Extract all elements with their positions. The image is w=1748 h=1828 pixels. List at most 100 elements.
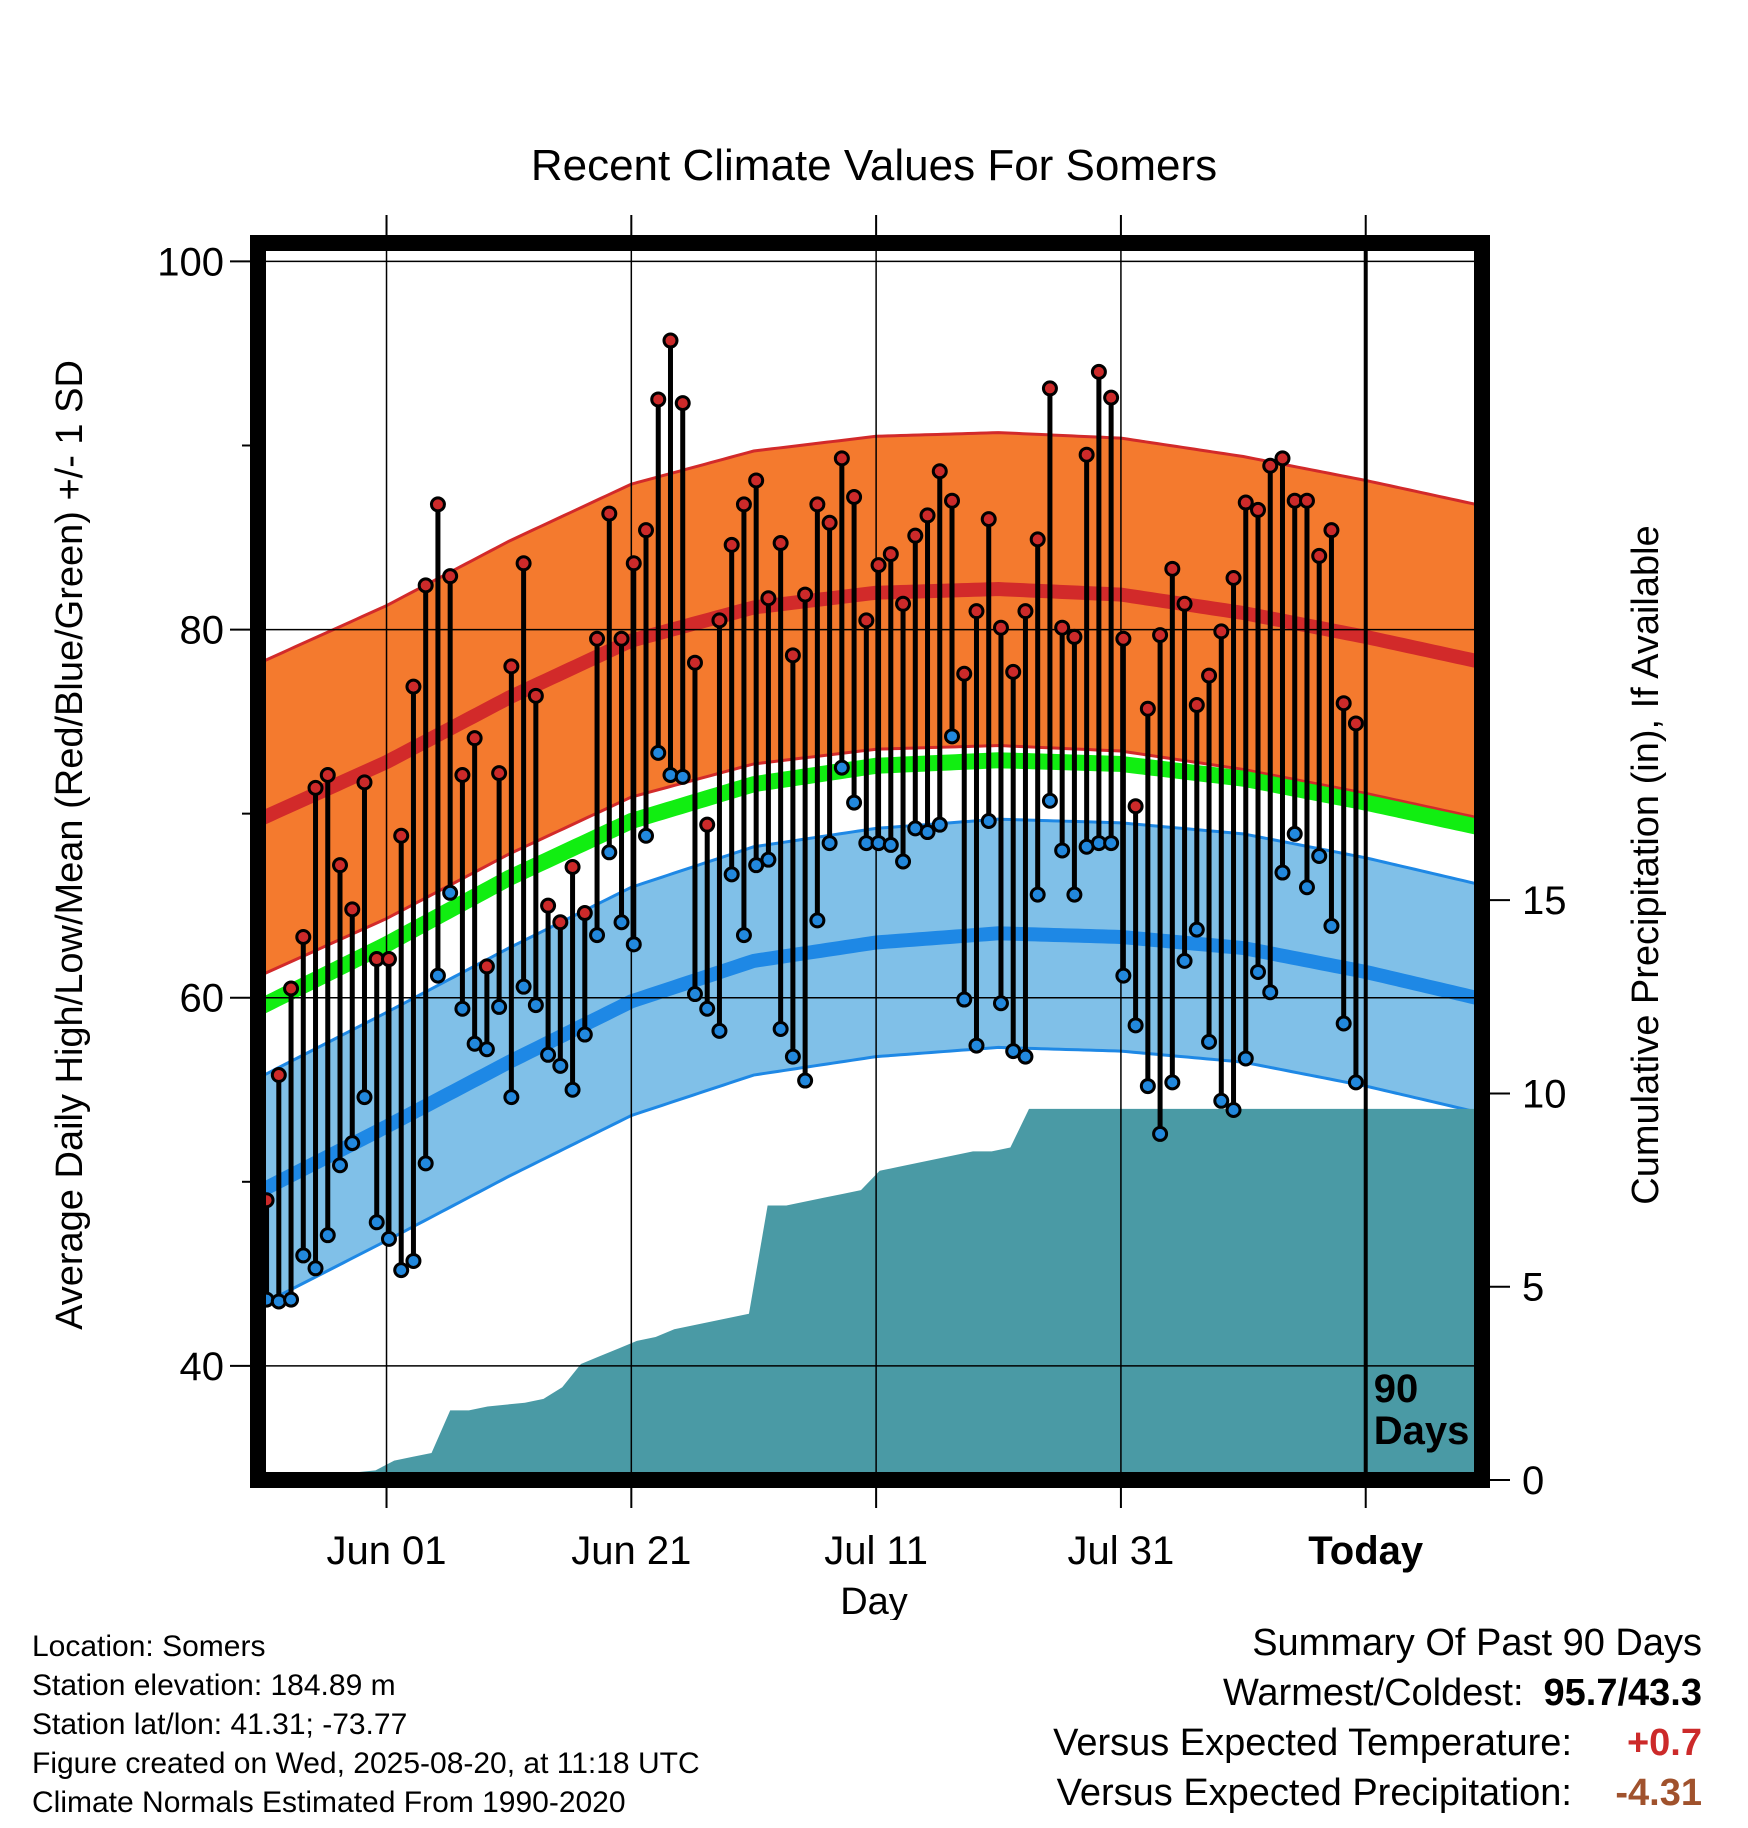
high-point	[478, 958, 495, 975]
high-point	[674, 395, 691, 412]
high-point	[1164, 560, 1181, 577]
low-point	[809, 912, 826, 929]
chart-title: Recent Climate Values For Somers	[531, 141, 1217, 190]
y-tick-label: 60	[180, 977, 225, 1021]
summary-precip-row: Versus Expected Precipitation: -4.31	[1057, 1768, 1702, 1818]
summary-heading: Summary Of Past 90 Days	[1252, 1622, 1702, 1664]
high-point	[1311, 547, 1328, 564]
y2-tick-label: 0	[1522, 1459, 1544, 1503]
low-point	[564, 1081, 581, 1098]
high-point	[1262, 457, 1279, 474]
high-point	[980, 511, 997, 528]
high-point	[1078, 446, 1095, 463]
high-point	[270, 1067, 287, 1084]
low-point	[956, 991, 973, 1008]
low-point	[895, 853, 912, 870]
low-point	[1029, 886, 1046, 903]
y2-tick-label: 5	[1522, 1266, 1544, 1310]
high-point	[1090, 363, 1107, 380]
low-point	[417, 1155, 434, 1172]
high-point	[846, 489, 863, 506]
low-point	[283, 1291, 300, 1308]
high-point	[356, 774, 373, 791]
low-point	[613, 914, 630, 931]
low-point	[1115, 967, 1132, 984]
low-point	[784, 1048, 801, 1065]
high-point	[1176, 595, 1193, 612]
high-point	[527, 687, 544, 704]
y2-tick-label: 15	[1522, 879, 1567, 923]
high-point	[1041, 380, 1058, 397]
summary-warmest-label: Warmest/Coldest:	[1222, 1672, 1524, 1714]
info-location: Location: Somers	[32, 1630, 266, 1663]
high-point	[662, 332, 679, 349]
low-point	[1139, 1078, 1156, 1095]
low-point	[1054, 842, 1071, 859]
low-point	[332, 1157, 349, 1174]
low-point	[1176, 952, 1193, 969]
low-point	[515, 978, 532, 995]
high-point	[552, 914, 569, 931]
high-point	[992, 619, 1009, 636]
high-point	[466, 730, 483, 747]
low-point	[821, 835, 838, 852]
high-point	[1029, 531, 1046, 548]
high-point	[1139, 700, 1156, 717]
low-point	[797, 1072, 814, 1089]
high-point	[919, 507, 936, 524]
low-point	[527, 997, 544, 1014]
high-point	[956, 665, 973, 682]
low-point	[760, 851, 777, 868]
high-point	[515, 555, 532, 572]
high-point	[723, 536, 740, 553]
info-elevation: Station elevation: 184.89 m	[32, 1669, 396, 1702]
low-point	[992, 995, 1009, 1012]
low-point	[638, 827, 655, 844]
high-point	[564, 859, 581, 876]
low-point	[491, 998, 508, 1015]
high-point	[589, 630, 606, 647]
high-point	[429, 496, 446, 513]
low-point	[735, 927, 752, 944]
x-tick-label: Jun 01	[326, 1529, 446, 1573]
high-point	[332, 857, 349, 874]
low-point	[319, 1227, 336, 1244]
low-point	[1103, 835, 1120, 852]
high-point	[1017, 603, 1034, 620]
low-point	[601, 844, 618, 861]
low-point	[1213, 1092, 1230, 1109]
high-point	[944, 492, 961, 509]
low-point	[944, 728, 961, 745]
low-point	[1127, 1017, 1144, 1034]
low-point	[931, 816, 948, 833]
low-point	[503, 1089, 520, 1106]
high-point	[699, 816, 716, 833]
low-point	[442, 884, 459, 901]
low-point	[405, 1252, 422, 1269]
low-point	[1041, 792, 1058, 809]
high-point	[393, 827, 410, 844]
low-point	[589, 927, 606, 944]
high-point	[625, 555, 642, 572]
high-point	[784, 647, 801, 664]
high-point	[405, 678, 422, 695]
high-point	[283, 980, 300, 997]
summary-precip-label: Versus Expected Precipitation:	[1056, 1772, 1572, 1814]
y2-tick-label: 10	[1522, 1072, 1567, 1116]
high-mean-line	[258, 582, 1482, 825]
low-point	[1188, 921, 1205, 938]
low-point	[711, 1022, 728, 1039]
high-point	[809, 496, 826, 513]
high-point	[319, 766, 336, 783]
high-point	[797, 586, 814, 603]
low-point	[772, 1021, 789, 1038]
y2-axis-label: Cumulative Precipitation (in), If Availa…	[1625, 525, 1667, 1204]
high-point	[540, 897, 557, 914]
summary-temp-label: Versus Expected Temperature:	[1053, 1722, 1572, 1764]
low-point	[295, 1247, 312, 1264]
high-point	[1213, 623, 1230, 640]
info-created: Figure created on Wed, 2025-08-20, at 11…	[32, 1747, 700, 1780]
high-point	[1127, 798, 1144, 815]
y-tick-label: 80	[180, 609, 225, 653]
y-tick-label: 40	[180, 1345, 225, 1389]
